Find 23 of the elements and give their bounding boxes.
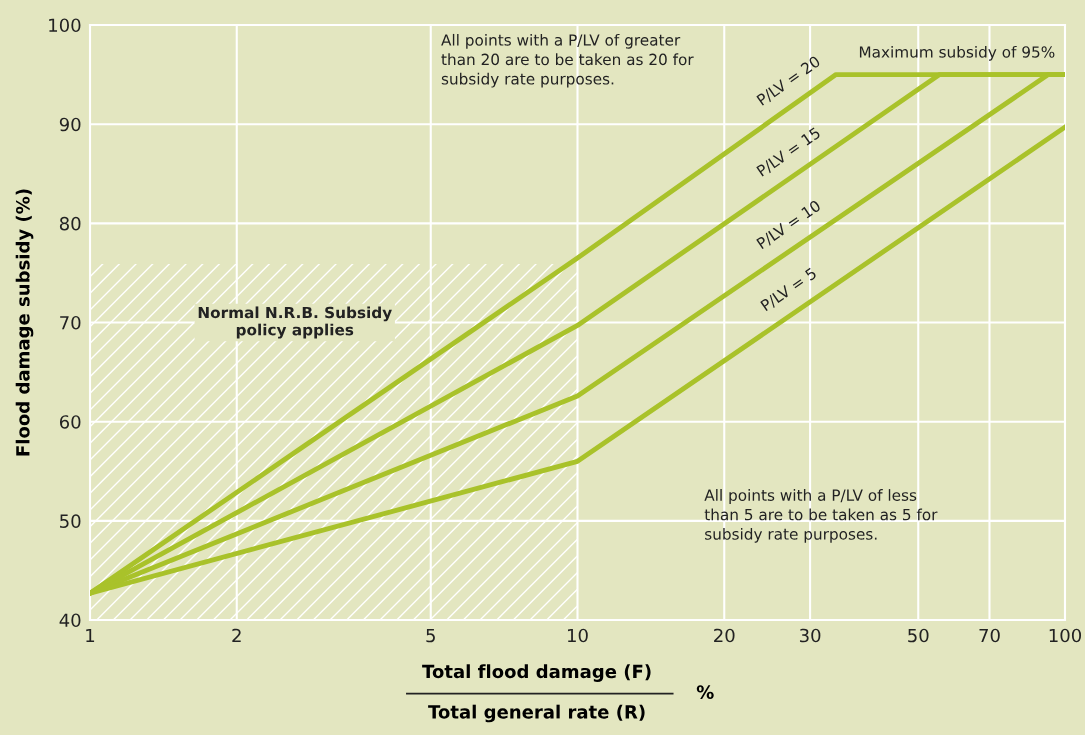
x-tick-label: 10: [568, 628, 588, 643]
x-tick-label: 70: [979, 628, 1000, 643]
y-tick-label: 90: [59, 117, 81, 132]
x-tick-label: 30: [799, 628, 821, 643]
annotation: All points with a P/LV of less than 5 are to be taken as 5 for subsidy rate purposes.: [704, 489, 938, 543]
text: Total flood damage (F) Total general rate (R): [422, 664, 651, 723]
x-tick-label: 1: [86, 628, 95, 643]
y-tick-label: 70: [60, 315, 81, 330]
text: %: [696, 685, 714, 699]
x-tick-label: 5: [426, 628, 435, 643]
x-tick-label: 20: [714, 628, 735, 643]
x-tick-label: 100: [1049, 628, 1082, 643]
y-tick-label: 40: [59, 613, 81, 628]
annotation: All points with a P/LV of greater than 20 are to be taken as 20 for subsidy rate purposes.: [441, 33, 694, 88]
y-tick-label: 50: [60, 514, 81, 528]
x-tick-label: 2: [232, 628, 241, 643]
x-tick-label: 50: [908, 628, 929, 643]
annotation: Normal N.R.B. Subsidy policy applies: [198, 306, 392, 339]
annotation: Maximum subsidy of 95%: [859, 45, 1055, 61]
y-axis-title: Flood damage subsidy (%): [15, 189, 34, 456]
y-tick-label: 100: [49, 18, 81, 33]
y-tick-label: 80: [59, 216, 81, 231]
y-tick-label: 60: [59, 415, 81, 429]
